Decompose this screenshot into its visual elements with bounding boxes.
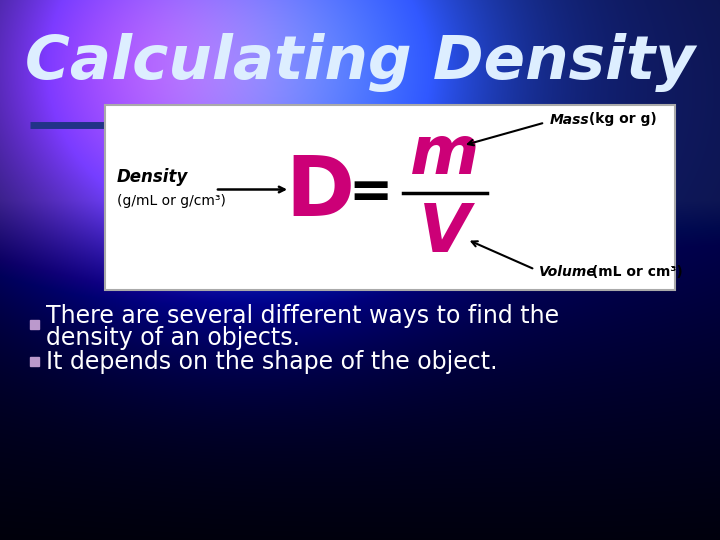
Bar: [30, 357, 39, 366]
Text: Volume: Volume: [539, 266, 597, 280]
Text: Mass: Mass: [550, 112, 590, 126]
Text: D: D: [285, 152, 354, 233]
Text: It depends on the shape of the object.: It depends on the shape of the object.: [46, 350, 498, 374]
Text: There are several different ways to find the: There are several different ways to find…: [46, 304, 559, 328]
Text: (mL or cm³): (mL or cm³): [587, 266, 683, 280]
Text: (kg or g): (kg or g): [584, 112, 657, 126]
Text: density of an objects.: density of an objects.: [46, 326, 300, 350]
Text: V: V: [419, 199, 471, 266]
Text: m: m: [410, 123, 480, 188]
FancyBboxPatch shape: [105, 105, 675, 290]
Text: (g/mL or g/cm³): (g/mL or g/cm³): [117, 194, 226, 208]
Bar: [30, 320, 39, 329]
Text: Density: Density: [117, 168, 189, 186]
Text: =: =: [348, 166, 392, 219]
Text: Calculating Density: Calculating Density: [25, 32, 695, 91]
